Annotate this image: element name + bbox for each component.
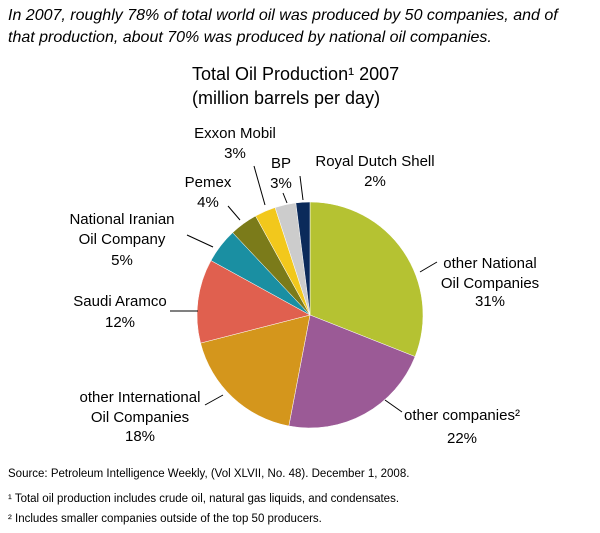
slice-label: BP bbox=[271, 155, 291, 172]
slice-value-label: 3% bbox=[270, 175, 292, 192]
slice-label: National Iranian Oil Company bbox=[69, 211, 174, 248]
slice-value-label: 31% bbox=[475, 293, 505, 310]
footnote: ² Includes smaller companies outside of … bbox=[8, 513, 322, 525]
leader-line bbox=[419, 261, 438, 273]
pie-slice bbox=[288, 314, 416, 429]
slice-value-label: 12% bbox=[105, 314, 135, 331]
pie-slice bbox=[196, 260, 311, 344]
pie-slice bbox=[309, 201, 424, 357]
leader-line bbox=[282, 192, 288, 204]
leader-line bbox=[384, 399, 403, 413]
slice-label: Exxon Mobil bbox=[194, 125, 276, 142]
pie-slice bbox=[295, 201, 311, 316]
footnote: ¹ Total oil production includes crude oi… bbox=[8, 493, 399, 505]
slice-value-label: 3% bbox=[224, 145, 246, 162]
leader-line bbox=[186, 234, 214, 248]
leader-line bbox=[299, 175, 304, 201]
caption-line: In 2007, roughly 78% of total world oil … bbox=[8, 7, 559, 24]
chart-title: Total Oil Production¹ 2007 bbox=[192, 64, 399, 84]
slice-label: other International Oil Companies bbox=[80, 389, 201, 426]
slice-label: other National Oil Companies bbox=[441, 255, 539, 292]
slice-value-label: 22% bbox=[447, 430, 477, 447]
slice-label: Royal Dutch Shell bbox=[315, 153, 434, 170]
pie-slice bbox=[200, 314, 311, 427]
leader-line bbox=[204, 394, 224, 406]
slice-value-label: 5% bbox=[111, 252, 133, 269]
slice-label: Saudi Aramco bbox=[73, 293, 166, 310]
slice-label: other companies² bbox=[404, 407, 520, 424]
leader-line bbox=[227, 205, 241, 221]
chart-subtitle: (million barrels per day) bbox=[192, 88, 380, 108]
slice-value-label: 4% bbox=[197, 194, 219, 211]
slice-label: Pemex bbox=[185, 174, 232, 191]
slice-value-label: 2% bbox=[364, 173, 386, 190]
caption-line: that production, about 70% was produced … bbox=[8, 29, 492, 46]
source: Source: Petroleum Intelligence Weekly, (… bbox=[8, 468, 409, 480]
leader-line bbox=[253, 165, 266, 206]
slice-value-label: 18% bbox=[125, 428, 155, 445]
